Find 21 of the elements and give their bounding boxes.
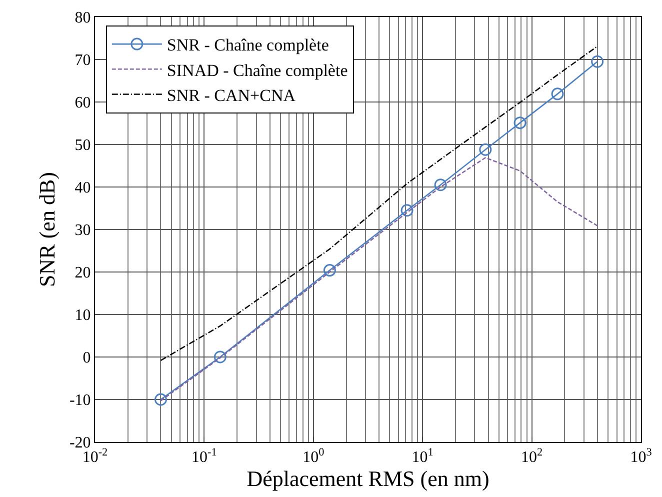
legend-label: SINAD - Chaîne complète — [166, 60, 348, 80]
y-tick-label: 70 — [74, 52, 91, 70]
y-tick-label: -10 — [69, 392, 91, 410]
x-tick-label: 10$^{-1}$ — [192, 446, 217, 466]
y-tick-label: 10 — [74, 307, 91, 324]
x-tick-label: 10$^{3}$ — [630, 446, 652, 466]
y-tick-label: 30 — [74, 222, 91, 240]
y-tick-label: 0 — [82, 350, 91, 367]
y-tick-label: 50 — [74, 137, 91, 154]
y-axis-title: SNR (en dB) — [34, 172, 60, 287]
legend-label: SNR - CAN+CNA — [166, 86, 296, 105]
y-tick-label: 40 — [74, 180, 91, 197]
y-tick-label: -20 — [69, 434, 91, 452]
y-tick-label: 20 — [74, 264, 91, 282]
y-tick-label: 80 — [74, 10, 91, 27]
x-axis-title: Déplacement RMS (en nm) — [246, 466, 490, 492]
legend-label: SNR - Chaîne complète — [166, 36, 329, 55]
x-tick-label: 10$^{1}$ — [412, 446, 434, 466]
x-tick-label: 10$^{2}$ — [521, 446, 543, 466]
x-tick-label: 10$^{0}$ — [302, 446, 325, 466]
y-tick-label: 60 — [74, 94, 91, 112]
